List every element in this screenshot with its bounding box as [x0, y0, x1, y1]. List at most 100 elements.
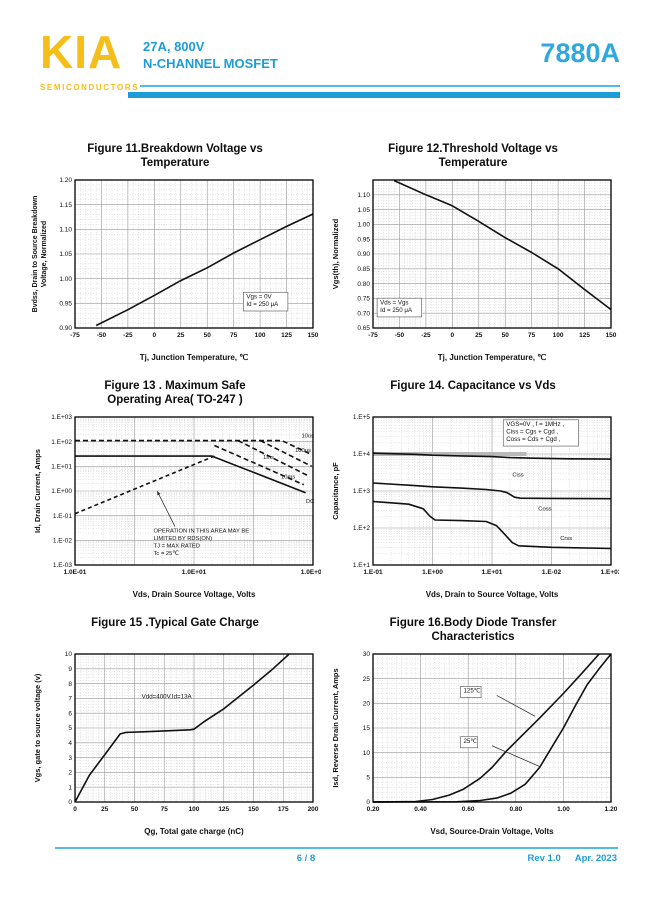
- svg-text:1.E-01: 1.E-01: [363, 569, 383, 576]
- svg-text:1.E+3: 1.E+3: [353, 488, 371, 495]
- series-pulse-100us: [259, 439, 313, 468]
- plot: Ciss Coss Crss VGS=0V , f = 1MHz ,Ciss = Cg…: [331, 414, 622, 599]
- svg-text:1ms: 1ms: [263, 455, 274, 461]
- svg-text:0.65: 0.65: [357, 325, 370, 332]
- page-number: 6 / 8: [296, 853, 316, 864]
- svg-text:15: 15: [363, 725, 371, 732]
- svg-text:0.85: 0.85: [357, 266, 370, 273]
- svg-text:Vds = Vgs: Vds = Vgs: [380, 299, 408, 306]
- svg-text:Isd, Reverse Drain Current, Am: Isd, Reverse Drain Current, Amps: [331, 668, 340, 787]
- svg-text:150: 150: [606, 332, 617, 339]
- svg-text:1.0E+03: 1.0E+03: [301, 569, 321, 576]
- figure-16-chart: 125℃ 25℃ 0.20 0.40 0.60 0.80 1.00 1.20 0 5 10 15 20 2…: [331, 651, 618, 836]
- svg-text:Id = 250 μA: Id = 250 μA: [380, 307, 413, 314]
- svg-text:0.70: 0.70: [357, 310, 370, 317]
- svg-text:125: 125: [218, 806, 229, 813]
- plot: 125℃ 25℃ 0.20 0.40 0.60 0.80 1.00 1.20 0 5 10 15 20 2…: [331, 651, 618, 836]
- svg-text:1.10: 1.10: [357, 192, 370, 199]
- svg-text:10: 10: [65, 651, 73, 658]
- svg-text:Vsd, Source-Drain Voltage, Vol: Vsd, Source-Drain Voltage, Volts: [430, 827, 554, 836]
- svg-text:1.E+03: 1.E+03: [51, 414, 72, 421]
- svg-text:150: 150: [308, 332, 319, 339]
- series-vgsth-normalized: [393, 179, 612, 311]
- svg-text:OPERATION IN THIS AREA MAY BE: OPERATION IN THIS AREA MAY BE: [154, 528, 250, 534]
- svg-text:175: 175: [278, 806, 289, 813]
- plot: 10us 100us 1ms 10ms DC OPERATION IN THIS AREA…: [33, 414, 326, 599]
- svg-text:125: 125: [579, 332, 590, 339]
- svg-text:Tj, Junction Temperature, ℃: Tj, Junction Temperature, ℃: [438, 353, 546, 362]
- svg-text:6: 6: [68, 710, 72, 717]
- svg-text:1.E+00: 1.E+00: [51, 488, 72, 495]
- revision-label: Rev 1.0: [527, 853, 561, 864]
- header-rule-thick: [128, 92, 620, 98]
- svg-text:Tj, Junction Temperature, ℃: Tj, Junction Temperature, ℃: [140, 353, 248, 362]
- svg-text:1.05: 1.05: [357, 207, 370, 214]
- svg-text:1: 1: [68, 784, 72, 791]
- svg-text:-25: -25: [421, 332, 431, 339]
- svg-text:Vdd=400V,Id=13A: Vdd=400V,Id=13A: [142, 693, 193, 700]
- svg-text:3: 3: [68, 755, 72, 762]
- svg-text:20: 20: [363, 701, 371, 708]
- svg-text:100: 100: [255, 332, 266, 339]
- figure-15: Figure 15 .Typical Gate Charge Vdd=400V,…: [29, 616, 321, 843]
- svg-text:1.E-01: 1.E-01: [53, 513, 73, 520]
- figure-13-title: Figure 13 . Maximum Safe Operating Area( …: [104, 380, 246, 406]
- device-rating: 27A, 800V: [143, 39, 205, 54]
- svg-text:1.15: 1.15: [59, 202, 72, 209]
- device-description: 27A, 800V N-CHANNEL MOSFET: [143, 38, 278, 72]
- svg-text:-50: -50: [97, 332, 107, 339]
- svg-text:Tc = 25℃: Tc = 25℃: [154, 551, 180, 557]
- figure-13-chart: 10us 100us 1ms 10ms DC OPERATION IN THIS AREA…: [33, 414, 326, 599]
- svg-text:1.E-02: 1.E-02: [53, 538, 73, 545]
- svg-text:-75: -75: [70, 332, 80, 339]
- svg-text:1.00: 1.00: [557, 806, 570, 813]
- figure-11-title: Figure 11.Breakdown Voltage vs Temperatur…: [87, 143, 263, 169]
- figure-12-title: Figure 12.Threshold Voltage vs Temperatur…: [388, 143, 558, 169]
- svg-text:100: 100: [553, 332, 564, 339]
- svg-text:5: 5: [68, 725, 72, 732]
- svg-text:1.20: 1.20: [59, 177, 72, 184]
- svg-text:25: 25: [177, 332, 185, 339]
- svg-text:5: 5: [366, 775, 370, 782]
- svg-text:1.E-02: 1.E-02: [542, 569, 562, 576]
- svg-text:1.E+01: 1.E+01: [51, 464, 72, 471]
- brand-logo: KIA: [40, 26, 123, 78]
- svg-text:-50: -50: [395, 332, 405, 339]
- svg-text:Coss: Coss: [538, 506, 551, 512]
- series-Ciss: [372, 452, 612, 460]
- svg-text:25: 25: [475, 332, 483, 339]
- svg-text:Crss: Crss: [560, 536, 572, 542]
- svg-text:4: 4: [68, 740, 72, 747]
- svg-text:Bvdss, Drain to Source Breakdo: Bvdss, Drain to Source Breakdown: [32, 196, 39, 313]
- svg-text:1.0E-01: 1.0E-01: [64, 569, 87, 576]
- svg-text:25: 25: [101, 806, 109, 813]
- series-pulse-1ms: [237, 439, 310, 477]
- svg-text:0.80: 0.80: [357, 281, 370, 288]
- svg-text:125℃: 125℃: [463, 687, 480, 694]
- svg-text:Vgs, gate to source voltage (v: Vgs, gate to source voltage (v): [33, 673, 42, 782]
- svg-text:0.20: 0.20: [367, 806, 380, 813]
- svg-text:0.75: 0.75: [357, 296, 370, 303]
- svg-text:0.40: 0.40: [414, 806, 427, 813]
- svg-text:1.E+1: 1.E+1: [353, 562, 371, 569]
- svg-text:Qg, Total gate charge (nC): Qg, Total gate charge (nC): [144, 827, 244, 836]
- svg-text:0: 0: [153, 332, 157, 339]
- brand-subtitle: SEMICONDUCTORS: [40, 83, 140, 92]
- figures-grid: Figure 11.Breakdown Voltage vs Temperatur…: [29, 142, 625, 843]
- svg-text:-75: -75: [368, 332, 378, 339]
- svg-text:75: 75: [161, 806, 169, 813]
- series-rdson-limit: [74, 455, 215, 515]
- svg-text:50: 50: [502, 332, 510, 339]
- svg-text:0: 0: [73, 806, 77, 813]
- svg-text:Vds, Drain Source Voltage, Vol: Vds, Drain Source Voltage, Volts: [133, 590, 256, 599]
- svg-text:100: 100: [189, 806, 200, 813]
- svg-text:Id, Drain Current, Amps: Id, Drain Current, Amps: [33, 449, 42, 533]
- footer-rule: [55, 847, 618, 849]
- svg-text:7: 7: [68, 696, 72, 703]
